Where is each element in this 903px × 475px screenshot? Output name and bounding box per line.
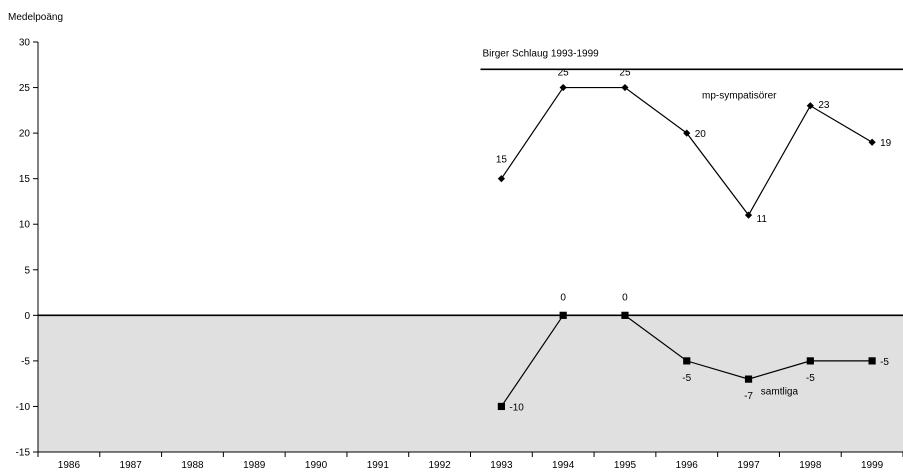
data-label: -7 <box>744 391 753 402</box>
y-tick-label: 20 <box>19 129 31 140</box>
data-point <box>868 357 876 365</box>
data-label: 0 <box>622 292 628 303</box>
data-point <box>621 311 629 319</box>
data-point <box>621 83 629 92</box>
data-point <box>683 357 691 365</box>
x-tick-label: 1997 <box>737 460 760 471</box>
series-line <box>500 86 873 217</box>
data-point <box>868 138 876 146</box>
y-tick-label: 10 <box>19 220 31 231</box>
series-name-label: samtliga <box>761 387 799 398</box>
data-label: 15 <box>496 155 508 166</box>
data-label: -10 <box>509 402 524 413</box>
data-point <box>744 375 753 383</box>
x-tick-label: 1993 <box>490 460 513 471</box>
data-label: -5 <box>806 373 815 384</box>
y-tick-label: 25 <box>19 83 31 94</box>
x-tick-label: 1995 <box>614 460 637 471</box>
data-label: 25 <box>619 68 631 79</box>
series-name-label: mp-sympatisörer <box>702 90 777 101</box>
x-tick-label: 1999 <box>861 460 884 471</box>
y-axis-title: Medelpoäng <box>8 12 63 23</box>
x-tick-label: 1988 <box>181 460 204 471</box>
data-point <box>683 129 691 137</box>
y-tick-label: 15 <box>19 174 31 185</box>
data-point <box>744 211 753 219</box>
x-tick-label: 1991 <box>367 460 390 471</box>
x-tick-label: 1990 <box>305 460 328 471</box>
y-tick-label: -15 <box>16 448 31 459</box>
x-tick-label: 1987 <box>120 460 143 471</box>
x-tick-label: 1996 <box>676 460 699 471</box>
data-point <box>559 311 567 319</box>
data-point <box>806 357 814 365</box>
series-samtliga: -10 0 0 -5 -7 -5 -5 samtliga <box>497 292 889 413</box>
data-point <box>559 83 567 92</box>
y-tick-label: -5 <box>21 356 30 367</box>
y-tick-label: 30 <box>19 38 31 49</box>
y-tick-label: 0 <box>24 311 30 322</box>
data-label: 25 <box>558 68 570 79</box>
negative-region-shade <box>38 315 903 452</box>
series-mp-sympatisörer: 15 25 25 20 11 23 19 mp-sympatisörer <box>496 68 892 226</box>
data-label: 23 <box>818 100 830 111</box>
data-label: -5 <box>682 373 691 384</box>
x-tick-label: 1986 <box>58 460 81 471</box>
x-tick-label: 1992 <box>428 460 451 471</box>
data-label: -5 <box>880 357 889 368</box>
x-tick-label: 1994 <box>552 460 575 471</box>
data-label: 0 <box>560 292 566 303</box>
x-tick-label: 1989 <box>243 460 266 471</box>
data-point <box>806 102 814 110</box>
y-tick-label: 5 <box>24 265 30 276</box>
x-tick-label: 1998 <box>799 460 822 471</box>
y-tick-label: -10 <box>16 402 31 413</box>
data-point <box>497 175 505 183</box>
data-label: 11 <box>757 214 768 225</box>
data-label: 19 <box>880 138 892 149</box>
data-point <box>497 402 505 411</box>
annotation-title: Birger Schlaug 1993-1999 <box>483 48 600 59</box>
data-label: 20 <box>695 129 707 140</box>
